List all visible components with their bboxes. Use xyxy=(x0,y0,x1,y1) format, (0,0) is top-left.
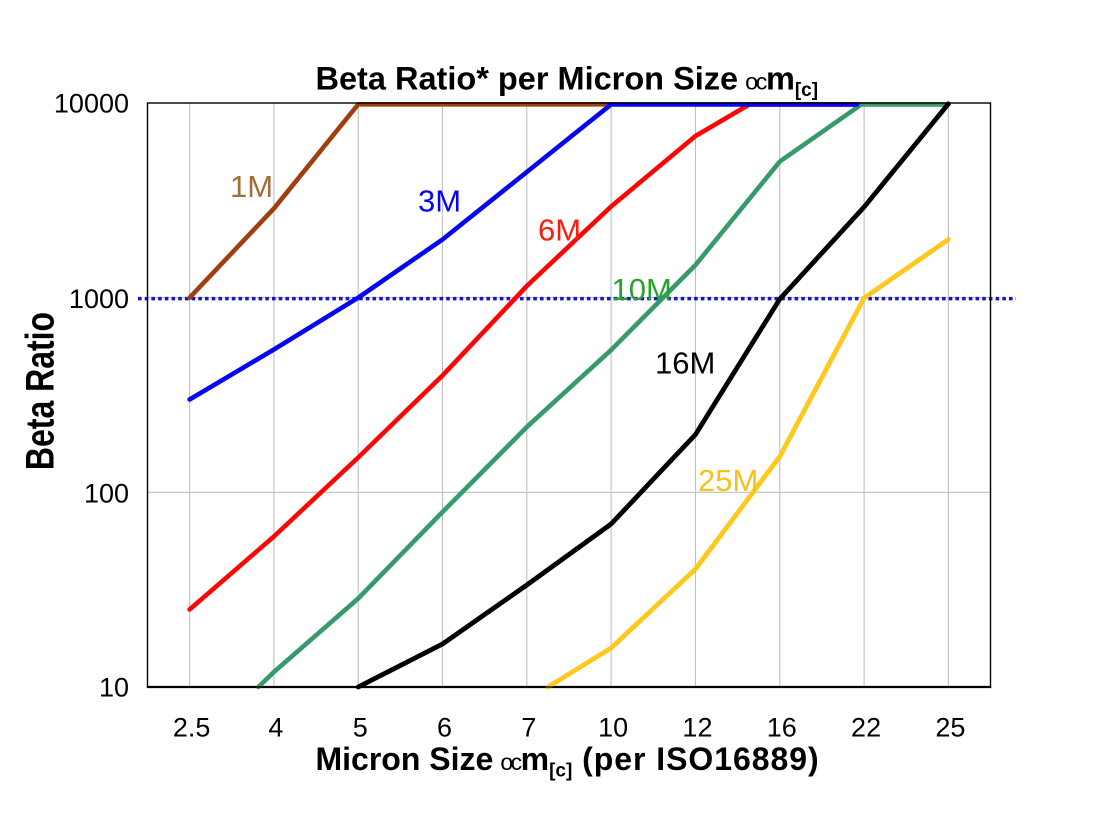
svg-text:10M: 10M xyxy=(612,272,672,307)
svg-text:4: 4 xyxy=(268,712,283,742)
svg-text:100: 100 xyxy=(84,478,129,508)
svg-text:6: 6 xyxy=(437,712,452,742)
svg-text:3M: 3M xyxy=(418,184,461,219)
svg-text:16M: 16M xyxy=(655,346,715,381)
svg-text:16: 16 xyxy=(767,712,797,742)
svg-text:10: 10 xyxy=(598,712,628,742)
svg-text:1M: 1M xyxy=(230,169,273,204)
svg-text:10: 10 xyxy=(99,672,129,702)
svg-text:5: 5 xyxy=(353,712,368,742)
svg-text:7: 7 xyxy=(521,712,536,742)
svg-text:Beta Ratio: Beta Ratio xyxy=(17,312,62,470)
svg-text:12: 12 xyxy=(682,712,712,742)
svg-text:2.5: 2.5 xyxy=(173,712,211,742)
svg-text:22: 22 xyxy=(851,712,881,742)
svg-text:10000: 10000 xyxy=(54,88,129,118)
svg-text:6M: 6M xyxy=(538,213,581,248)
svg-text:25M: 25M xyxy=(698,463,758,498)
svg-text:1000: 1000 xyxy=(69,284,129,314)
svg-text:25: 25 xyxy=(935,712,965,742)
